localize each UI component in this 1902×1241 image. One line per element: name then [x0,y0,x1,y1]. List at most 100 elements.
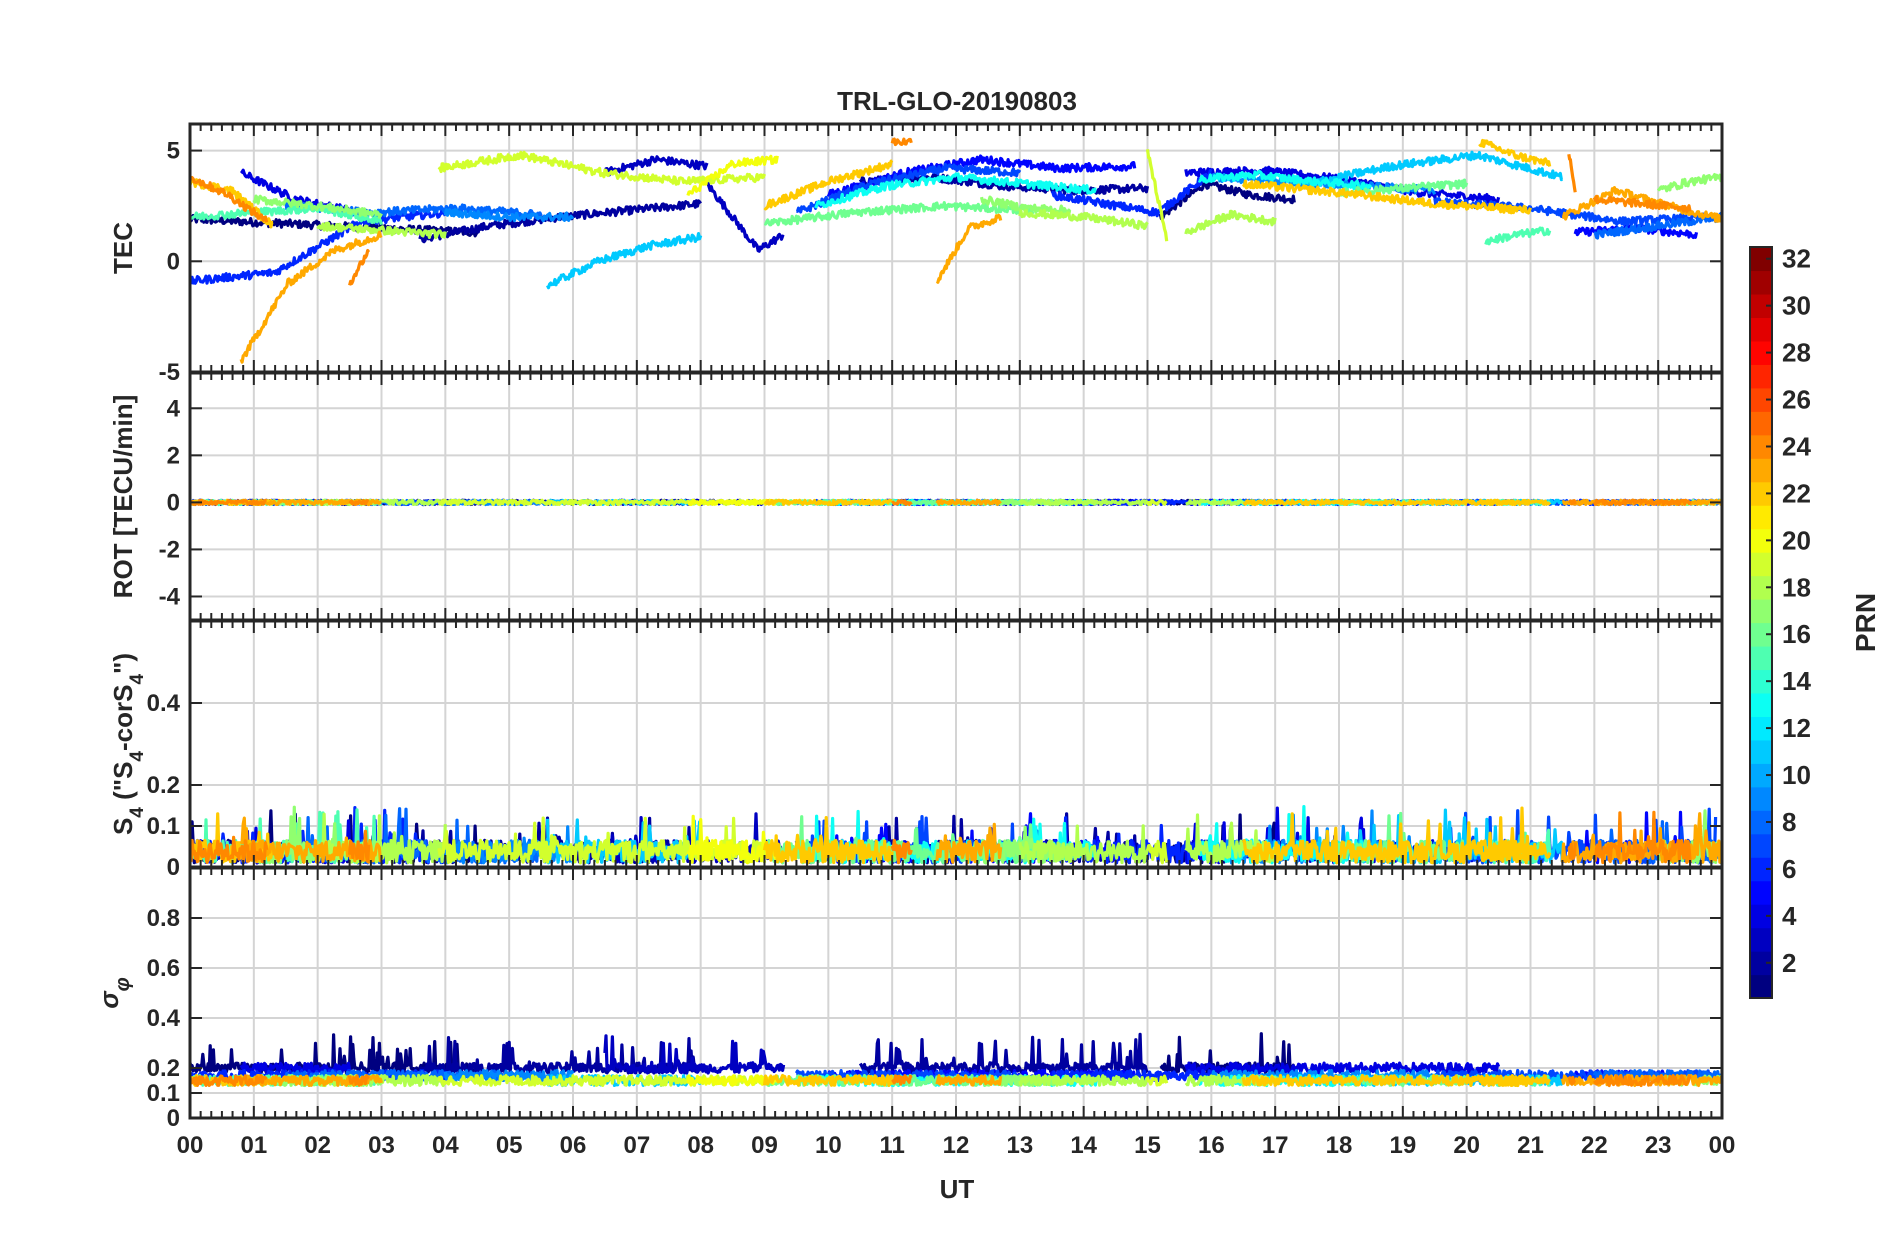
colorbar-frame [1749,246,1773,999]
colorbar-swatch [1750,951,1772,976]
x-tick-label: 13 [1006,1132,1033,1159]
panel-y-label: σφ [94,977,134,1008]
series-line-prn-23 [935,498,1002,506]
colorbar-swatch [1750,293,1772,319]
colorbar-swatch [1750,552,1772,577]
panel-x-ticks [189,868,1723,1118]
colorbar-swatch [1750,786,1772,811]
y-label-subscript: 4 [127,674,148,685]
series-line-prn-18 [1184,813,1277,865]
y-label-subscript: φ [112,977,134,991]
y-tick-label: 0.1 [147,1080,180,1107]
series-line-prn-22 [190,178,274,229]
series-line-prn-22 [1241,806,1532,865]
colorbar-tick-label: 26 [1782,385,1811,415]
series-line-prn-23 [1560,1073,1722,1088]
series-line-prn-22 [190,812,275,864]
series-line-prn-22 [1241,1073,1532,1088]
series-line-prn-20 [686,1074,779,1087]
series-line-prn-3 [706,181,785,253]
colorbar-tick-label: 24 [1782,431,1811,461]
colorbar-swatch [1750,270,1772,295]
series-line-prn-22 [763,498,893,507]
series-line-prn-6 [1050,168,1213,218]
series-line-prn-23 [1561,186,1722,223]
series-line-prn-8 [1593,211,1722,240]
series-line-prn-18 [1019,498,1149,507]
series-line-prn-19 [437,150,766,186]
series-line-prn-22 [1241,179,1532,215]
x-tick-label: 15 [1134,1132,1161,1159]
y-label-text: -corS [108,685,138,751]
x-tick-label: 09 [751,1132,778,1159]
series-line-prn-20 [687,498,779,507]
colorbar-swatch [1750,669,1772,694]
series-line-prn-24 [1592,810,1692,865]
colorbar-swatch [1750,481,1772,506]
series-line-prn-23 [239,230,383,364]
colorbar-swatch [1750,622,1772,647]
series-line-prn-16 [763,201,1035,227]
series-line-prn-24 [348,829,371,864]
colorbar-swatch [1750,904,1772,929]
series-line-prn-24 [190,1074,268,1088]
series-line-prn-24 [1567,153,1577,193]
colorbar-swatch [1750,763,1772,788]
x-tick-label: 18 [1326,1132,1353,1159]
x-tick-label: 23 [1645,1132,1672,1159]
colorbar-swatch [1750,411,1772,436]
series-line-prn-22 [1478,138,1552,167]
colorbar-swatch [1750,505,1772,530]
x-tick-label: 02 [304,1132,331,1159]
series-line-prn-24 [891,1074,913,1086]
series-line-prn-15 [190,204,384,226]
y-label-text: ("S [108,762,138,808]
colorbar-tick-label: 8 [1782,807,1796,837]
panel-x-ticks [189,373,1723,620]
colorbar-tick-label: 18 [1782,572,1811,602]
y-tick-label: 0 [167,854,180,881]
colorbar-swatch [1750,364,1772,389]
x-tick-label: 10 [815,1132,842,1159]
colorbar-tick-label: 10 [1782,760,1811,790]
panel-data [190,137,1722,364]
chart-title: TRL-GLO-20190803 [837,86,1077,116]
x-tick-label: 01 [240,1132,267,1159]
series-line-prn-9 [443,1068,575,1083]
y-tick-label: 4 [167,395,181,422]
colorbar-swatch [1750,716,1772,741]
colorbar-tick-label: 32 [1782,244,1811,274]
colorbar-tick-label: 4 [1782,901,1797,931]
x-tick-label: 00 [1709,1132,1736,1159]
series-line-prn-24 [190,498,268,506]
panel-y-label: ROT [TECU/min] [108,395,138,599]
y-label-subscript: 4 [127,807,148,818]
panel-y-ticks: 00.10.2 0.4 0.6 0.8 [147,905,1722,1132]
panel-grid [190,621,1722,868]
series-line-prn-22 [1477,816,1552,865]
series-line-prn-23 [935,822,1003,865]
y-tick-label: 0.4 [147,690,181,717]
panel-data [190,1032,1722,1088]
y-tick-label: 0 [167,489,180,516]
series-line-prn-17 [252,194,383,219]
series-line-prn-22 [1478,1074,1551,1088]
y-tick-label: -4 [159,583,181,610]
series-line-prn-22 [762,1073,894,1088]
x-tick-label: 07 [623,1132,650,1159]
y-tick-label: -2 [159,536,180,563]
series-line-prn-18 [316,221,447,240]
series-line-prn-24 [1567,842,1577,860]
series-line-prn-18 [1018,208,1149,231]
series-line-prn-19 [1146,499,1168,506]
series-line-prn-24 [890,137,913,147]
colorbar-tick-label: 30 [1782,291,1811,321]
series-line-prn-24 [1567,1075,1577,1086]
series-line-prn-24 [891,499,913,506]
series-line-prn-18 [1184,209,1277,235]
panel-tec: -5 0 5 TEC [108,122,1724,386]
y-label-text: S [108,818,138,835]
colorbar-tick-label: 16 [1782,619,1811,649]
